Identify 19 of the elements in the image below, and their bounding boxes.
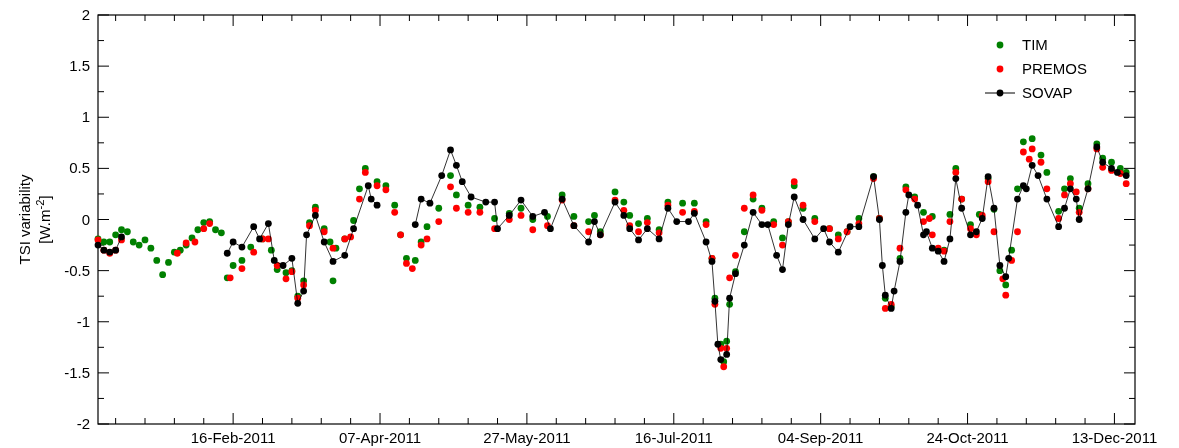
y-tick-label: 0	[81, 210, 90, 228]
y-tick-label: 1	[81, 108, 90, 126]
legend-label: SOVAP	[1022, 84, 1073, 101]
x-tick-label: 16-Jul-2011	[634, 429, 713, 446]
x-tick-label: 16-Feb-2011	[190, 429, 276, 446]
x-tick-label: 04-Sep-2011	[777, 429, 864, 446]
y-tick-label: 0.5	[69, 159, 90, 177]
x-tick-label: 24-Oct-2011	[926, 429, 1009, 446]
x-tick-label: 07-Apr-2011	[338, 429, 422, 446]
y-tick-label: 2	[81, 6, 90, 23]
y-tick-label: 1.5	[69, 57, 90, 75]
y-tick-label: -1.5	[64, 363, 90, 381]
y-tick-label: -2	[76, 415, 90, 432]
x-tick-label: 27-May-2011	[483, 429, 571, 446]
y-tick-label: -0.5	[64, 261, 90, 279]
legend-label: PREMOS	[1022, 60, 1088, 77]
x-tick-label: 13-Dec-2011	[1071, 429, 1158, 446]
legend-label: TIM	[1022, 36, 1048, 53]
y-tick-label: -1	[76, 312, 90, 330]
